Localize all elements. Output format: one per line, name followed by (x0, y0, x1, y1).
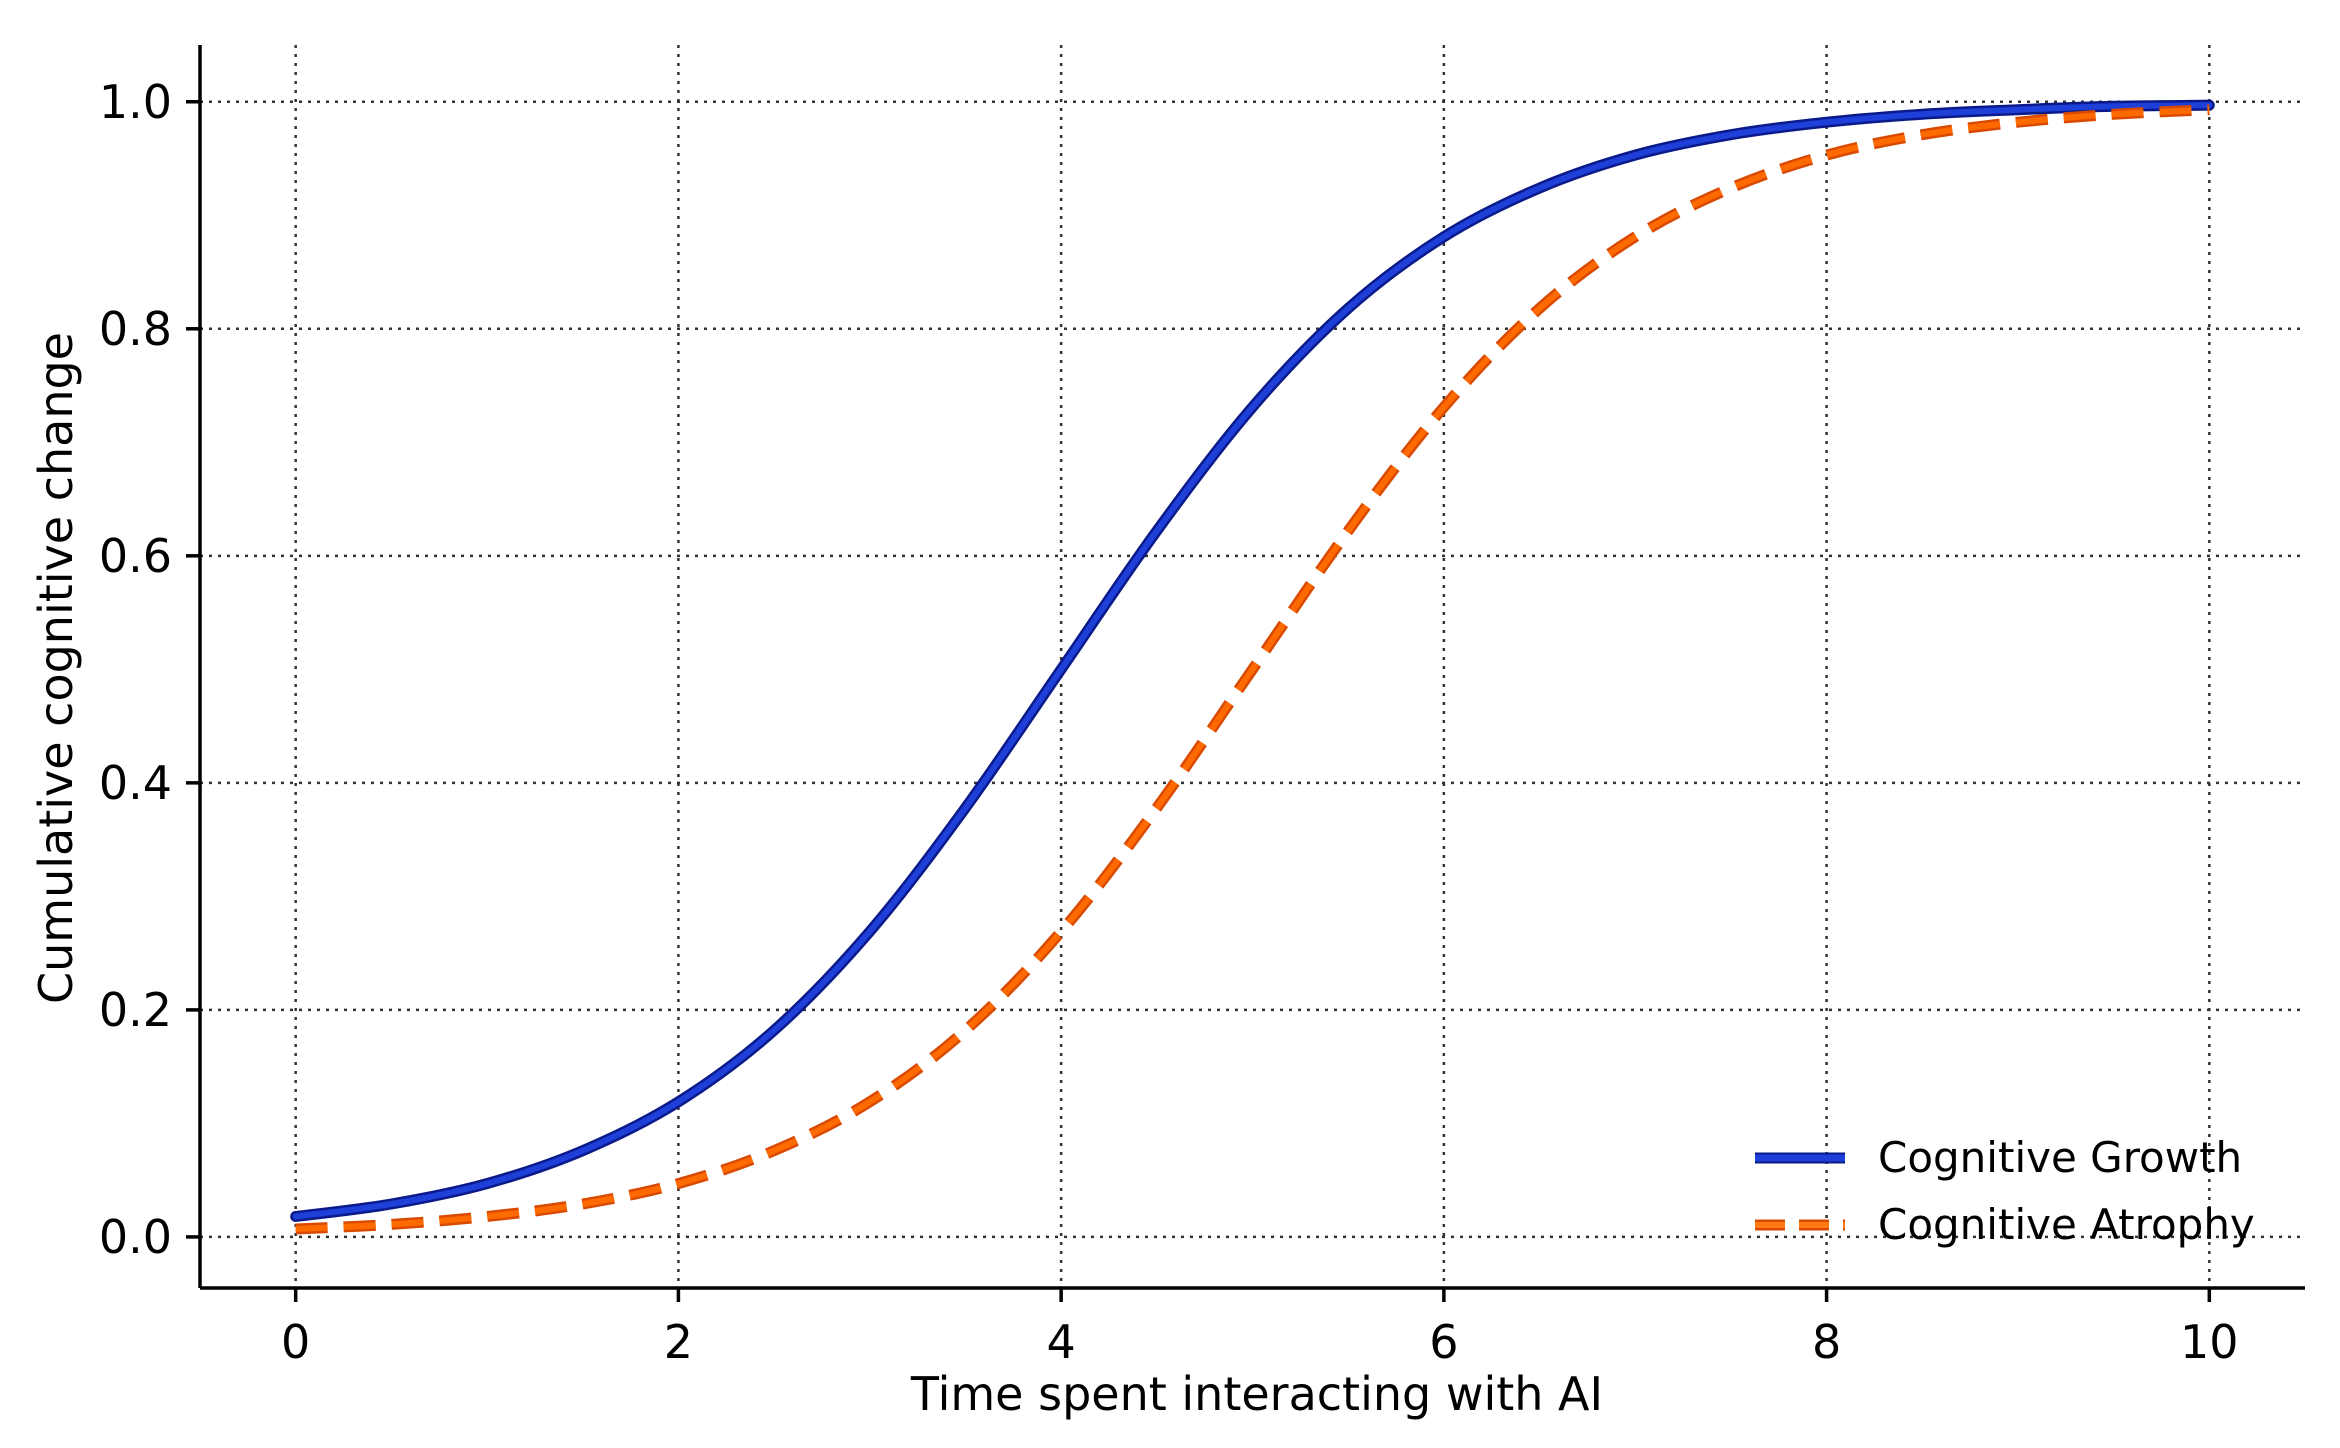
x-tick-label-2: 4 (1046, 1315, 1075, 1369)
x-tick-label-0: 0 (281, 1315, 310, 1369)
legend: Cognitive Growth Cognitive Atrophy (1755, 1133, 2255, 1249)
series-line-cognitive-growth (292, 102, 2213, 1220)
legend-label-growth: Cognitive Growth (1878, 1133, 2242, 1182)
ticks: 0 2 4 6 8 10 0.0 0.2 0.4 0.6 0.8 1.0 (99, 75, 2239, 1369)
series-line-cognitive-atrophy (295, 106, 2210, 1232)
x-tick-label-1: 2 (664, 1315, 693, 1369)
x-tick-label-5: 10 (2180, 1315, 2239, 1369)
x-tick-label-4: 8 (1812, 1315, 1841, 1369)
y-tick-label-4: 0.8 (99, 302, 172, 356)
axes (198, 45, 2305, 1290)
legend-label-atrophy: Cognitive Atrophy (1878, 1200, 2255, 1249)
y-tick-label-5: 1.0 (99, 75, 172, 129)
y-tick-label-2: 0.4 (99, 756, 172, 810)
y-axis-label: Cumulative cognitive change (29, 332, 83, 1004)
y-tick-label-3: 0.6 (99, 529, 172, 583)
x-axis-label: Time spent interacting with AI (910, 1367, 1603, 1421)
series-line-cognitive-growth-outline (290, 99, 2215, 1222)
y-tick-label-1: 0.2 (99, 983, 172, 1037)
x-tick-label-3: 6 (1429, 1315, 1458, 1369)
series (290, 99, 2215, 1235)
y-tick-label-0: 0.0 (99, 1210, 172, 1264)
